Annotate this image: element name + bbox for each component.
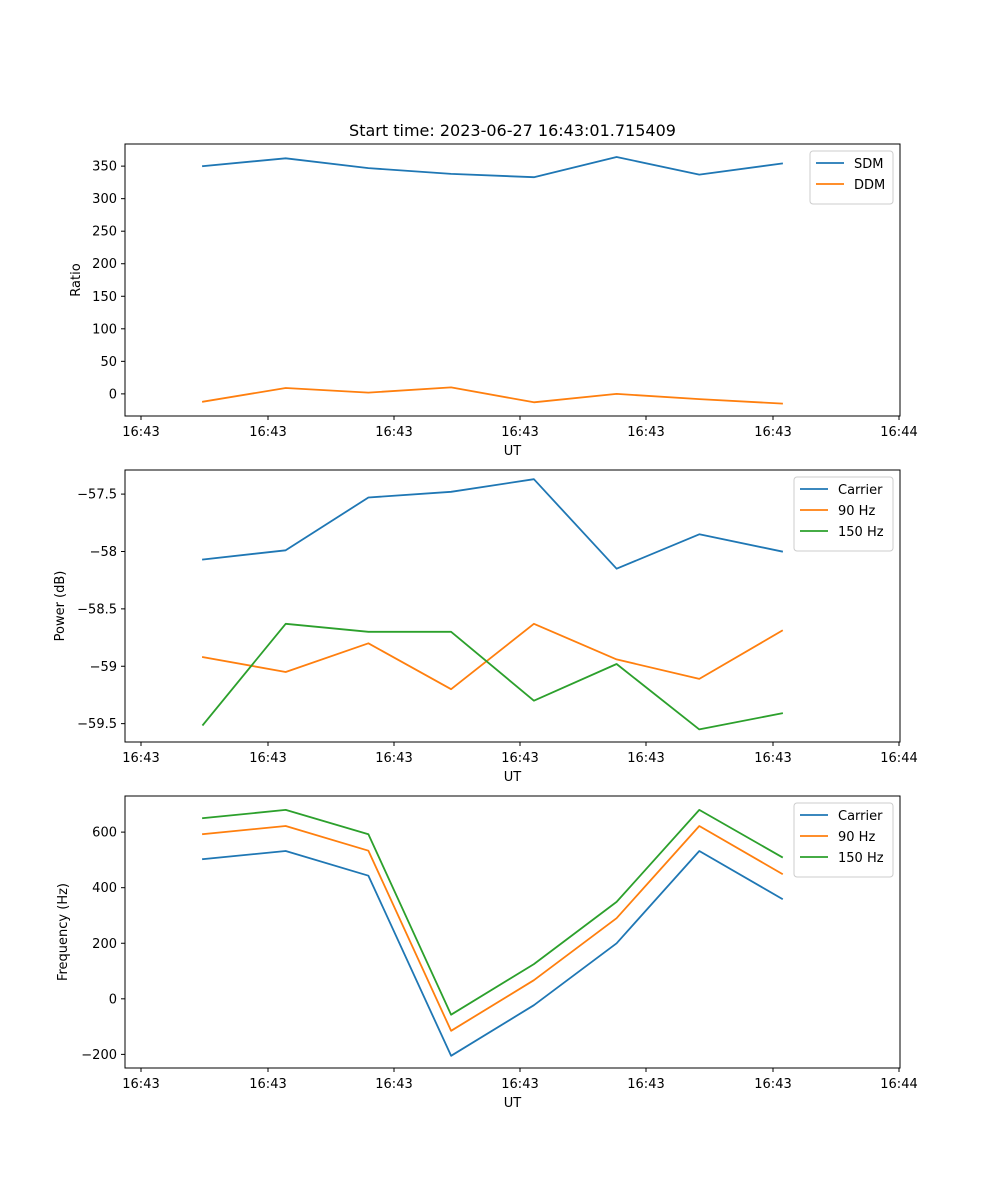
x-tick-label: 16:43: [754, 751, 791, 766]
y-axis-label: Ratio: [69, 263, 84, 296]
series-lines: [201, 156, 784, 405]
y-tick-label: 200: [92, 937, 117, 952]
legend-label: 90 Hz: [838, 830, 875, 845]
series-lines: [202, 809, 784, 1057]
y-tick-label: −200: [81, 1048, 117, 1063]
chart-panel-2: 16:43 16:43 16:43 16:43 16:43 16:43 16:44 −57.5…: [53, 469, 918, 785]
series-lines: [201, 478, 784, 731]
x-tick-label: 16:43: [754, 425, 791, 440]
x-axis-label: UT: [504, 770, 522, 785]
legend-label: 90 Hz: [838, 504, 875, 519]
series-line-carrier: [202, 850, 784, 1057]
legend: SDM DDM: [809, 150, 894, 205]
series-line-carrier: [202, 478, 784, 570]
x-tick-label: 16:43: [501, 751, 538, 766]
x-tick-label: 16:44: [880, 751, 917, 766]
chart-panel-1: Start time: 2023-06-27 16:43:01.715409 16…: [69, 121, 918, 459]
x-axis-label: UT: [504, 444, 522, 459]
x-tick-label: 16:43: [122, 425, 159, 440]
x-tick-label: 16:43: [627, 425, 664, 440]
legend-label: DDM: [854, 178, 885, 193]
x-axis-label: UT: [504, 1096, 522, 1111]
legend-box: [793, 476, 894, 552]
y-tick-label: 0: [109, 387, 117, 402]
x-tick-label: 16:43: [249, 1077, 286, 1092]
chart-panel-3: 16:43 16:43 16:43 16:43 16:43 16:43 16:44 −200 0…: [56, 795, 918, 1111]
x-tick-label: 16:43: [249, 751, 286, 766]
y-axis-label: Frequency (Hz): [56, 883, 71, 981]
x-tick-label: 16:43: [122, 751, 159, 766]
x-tick-label: 16:43: [375, 751, 412, 766]
x-tick-label: 16:43: [249, 425, 286, 440]
x-tick-label: 16:44: [880, 425, 917, 440]
series-line-sdm: [202, 156, 784, 179]
y-axis-label: Power (dB): [53, 571, 68, 642]
y-tick-label: 300: [92, 192, 117, 207]
y-tick-label: 200: [92, 257, 117, 272]
y-tick-label: −58.5: [77, 602, 117, 617]
y-tick-label: 600: [92, 826, 117, 841]
y-tick-label: 150: [92, 290, 117, 305]
chart-title: Start time: 2023-06-27 16:43:01.715409: [349, 121, 676, 140]
axes-frame: [124, 795, 901, 1069]
y-tick-label: 250: [92, 225, 117, 240]
x-tick-label: 16:43: [375, 425, 412, 440]
x-tick-label: 16:43: [754, 1077, 791, 1092]
axes-frame: [124, 469, 901, 743]
y-tick-label: −58: [90, 545, 117, 560]
x-tick-label: 16:44: [880, 1077, 917, 1092]
legend-label: Carrier: [838, 809, 883, 824]
legend-box: [809, 150, 894, 205]
x-tick-label: 16:43: [122, 1077, 159, 1092]
y-tick-label: −59: [90, 660, 117, 675]
y-tick-label: 400: [92, 881, 117, 896]
legend-label: 150 Hz: [838, 525, 884, 540]
axes-frame: [124, 143, 901, 417]
y-tick-label: 0: [109, 992, 117, 1007]
legend: Carrier 90 Hz 150 Hz: [793, 476, 894, 552]
series-line-150-hz: [202, 809, 784, 1016]
series-line-90-hz: [201, 622, 784, 691]
series-line-150-hz: [201, 622, 784, 731]
y-tick-label: −57.5: [77, 488, 117, 503]
y-tick-label: 350: [92, 160, 117, 175]
x-tick-label: 16:43: [501, 425, 538, 440]
legend-label: Carrier: [838, 483, 883, 498]
x-tick-label: 16:43: [627, 1077, 664, 1092]
y-tick-label: −59.5: [77, 717, 117, 732]
legend-box: [793, 802, 894, 878]
x-tick-label: 16:43: [375, 1077, 412, 1092]
legend-label: SDM: [854, 157, 883, 172]
legend: Carrier 90 Hz 150 Hz: [793, 802, 894, 878]
y-tick-label: 50: [100, 355, 117, 370]
x-tick-label: 16:43: [501, 1077, 538, 1092]
legend-label: 150 Hz: [838, 851, 884, 866]
series-line-ddm: [201, 386, 783, 405]
x-tick-label: 16:43: [627, 751, 664, 766]
series-line-90-hz: [202, 825, 784, 1032]
y-tick-label: 100: [92, 322, 117, 337]
